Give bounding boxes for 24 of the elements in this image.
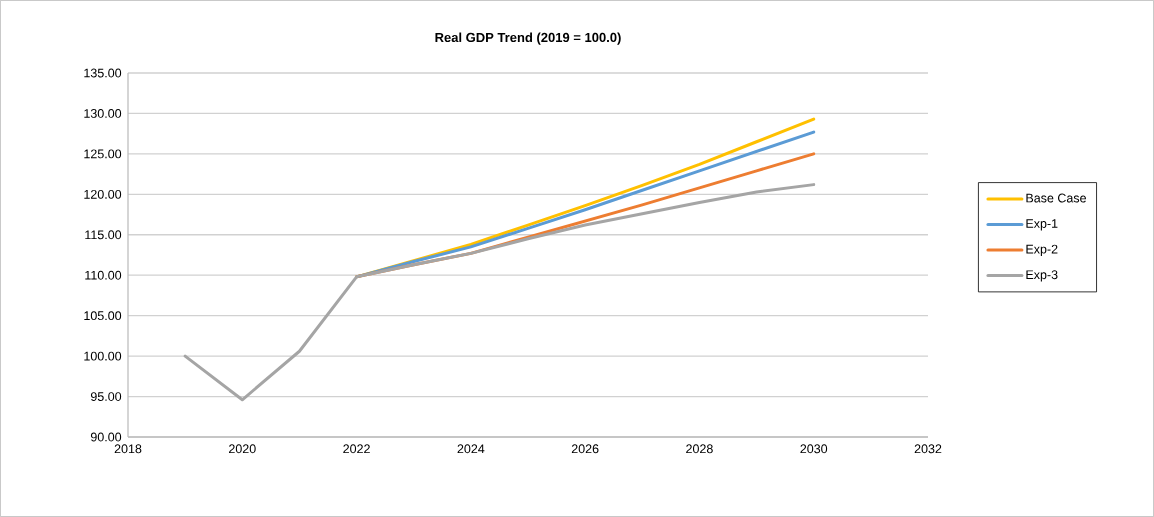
x-tick-label: 2018 <box>114 444 142 454</box>
x-tick-label: 2032 <box>914 444 942 454</box>
y-tick-label: 115.00 <box>85 230 122 240</box>
x-tick-label: 2022 <box>343 444 370 454</box>
y-tick-label: 110.00 <box>85 270 122 280</box>
y-tick-label: 105.00 <box>84 311 122 321</box>
y-tick-label: 130.00 <box>84 109 122 118</box>
x-tick-label: 2024 <box>457 444 485 454</box>
y-tick-label: 125.00 <box>84 149 122 159</box>
legend-label: Base Case <box>1026 193 1086 203</box>
x-tick-label: 2030 <box>800 444 828 454</box>
x-tick-label: 2028 <box>686 444 713 454</box>
legend-label: Exp-3 <box>1026 270 1058 282</box>
y-tick-label: 120.00 <box>84 189 122 199</box>
legend-label: Exp-2 <box>1026 244 1058 256</box>
y-tick-label: 135.00 <box>84 68 122 78</box>
y-tick-label: 90.00 <box>90 432 122 442</box>
y-tick-label: 95.00 <box>90 392 122 401</box>
x-tick-label: 2020 <box>229 444 256 454</box>
line-series <box>183 183 816 402</box>
x-tick-label: 2026 <box>571 444 599 454</box>
y-tick-label: 100.00 <box>84 351 122 361</box>
chart-title: Real GDP Trend (2019 = 100.0) <box>435 32 621 45</box>
legend-label: Exp-1 <box>1026 219 1058 231</box>
